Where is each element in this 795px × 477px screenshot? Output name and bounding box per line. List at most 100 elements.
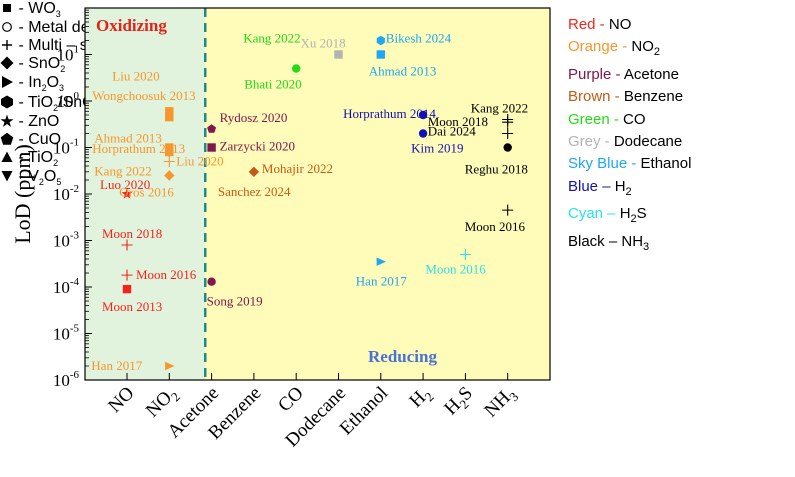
- label-moon-2016: Moon 2016: [425, 261, 486, 276]
- legend-color-orange: Orange - NO2: [568, 38, 660, 59]
- square-icon: [0, 0, 14, 17]
- point-luo-2020: [121, 188, 133, 199]
- legend-color-black: Black – NH3: [568, 232, 650, 253]
- point-liu-2020: [163, 155, 175, 167]
- point-bikesh-2024: [376, 35, 385, 46]
- point-wongchoosuk-2013: [165, 112, 174, 122]
- point-reghu-2018: [503, 143, 512, 152]
- legend-marker-text: - ZnO: [14, 112, 60, 130]
- color-legend: Red - NO Orange - NO2 Purple - Acetone Brow…: [568, 14, 793, 258]
- point-moon-2016: [459, 248, 471, 260]
- legend-color-name: Green -: [568, 110, 624, 128]
- point-zarzycki-2020: [207, 143, 216, 152]
- reducing-label: Reducing: [368, 347, 437, 366]
- label-kang-2022: Kang 2022: [243, 31, 300, 46]
- point-moon-2018: [121, 239, 133, 251]
- label-han-2017: Han 2017: [356, 274, 407, 289]
- legend-marker-triangle-right: - In2O3: [0, 74, 795, 94]
- legend-color-name: Blue –: [568, 177, 615, 195]
- legend-marker-pentagon: - CuO: [0, 131, 795, 149]
- legend-marker-text: - WO3: [14, 0, 61, 20]
- legend-color-name: Grey -: [568, 133, 614, 151]
- point-liu-2020: [165, 107, 174, 116]
- oxidizing-region: [85, 8, 206, 380]
- label-moon-2018: Moon 2018: [428, 114, 488, 129]
- plus-icon: [0, 37, 14, 54]
- label-kang-2022: Kang 2022: [471, 101, 528, 116]
- point-xu-2018: [334, 50, 343, 59]
- legend-gas-name: H: [619, 205, 631, 223]
- legend-color-name: Brown -: [568, 88, 624, 106]
- label-oros-2016: Oros 2016: [119, 184, 174, 199]
- point-song-2019: [207, 277, 216, 286]
- point-moon-2016: [502, 204, 514, 216]
- label-ahmad-2013: Ahmad 2013: [369, 64, 437, 79]
- label-dai-2024: Dai 2024: [428, 124, 477, 139]
- legend-marker-text: - In2O3: [14, 74, 65, 94]
- label-han-2017: Han 2017: [91, 358, 142, 373]
- label-reghu-2018: Reghu 2018: [465, 162, 528, 177]
- legend-color-red: Red - NO: [568, 14, 793, 36]
- label-song-2019: Song 2019: [207, 294, 263, 309]
- pentagon-icon: [0, 131, 14, 148]
- triangle-up-icon: [0, 149, 14, 166]
- y-tick-label: 10-4: [53, 276, 80, 297]
- label-horprathum-2013: Horprathum 2013: [92, 141, 185, 156]
- legend-marker-star: - ZnO: [0, 113, 795, 131]
- label-moon-2016: Moon 2016: [136, 267, 197, 282]
- legend-marker-triangle-up: - TiO2: [0, 149, 795, 168]
- y-tick-label: 10-5: [53, 323, 80, 344]
- x-tick-label-h2: H2: [405, 383, 436, 414]
- y-tick-label: 100: [57, 90, 80, 111]
- y-tick-label: 10-2: [53, 183, 79, 204]
- label-kang-2022: Kang 2022: [94, 163, 151, 178]
- legend-color-name: Red -: [568, 16, 609, 33]
- x-tick-label-nh3: NH3: [480, 383, 521, 424]
- legend-color-name: Orange -: [568, 38, 632, 56]
- label-kim-2019: Kim 2019: [411, 141, 463, 156]
- label-rydosz-2020: Rydosz 2020: [220, 110, 288, 125]
- point-moon-2016: [121, 269, 133, 281]
- legend-color-green: Green - CO: [568, 109, 793, 131]
- label-mohajir-2022: Mohajir 2022: [262, 161, 333, 176]
- point-dai-2024: [502, 128, 514, 140]
- star-icon: [0, 113, 14, 130]
- point-moon-2018: [502, 116, 514, 128]
- legend-color-name: Cyan –: [568, 205, 620, 223]
- legend-color-name: Purple -: [568, 65, 624, 83]
- point-horprathum-2014: [418, 110, 428, 120]
- point-han-2017: [165, 361, 175, 371]
- label-luo-2020: Luo 2020: [100, 177, 150, 192]
- legend-color-name: Black –: [568, 232, 622, 250]
- circle-open-icon: [0, 19, 14, 36]
- triangle-down-icon: [0, 168, 14, 185]
- legend-marker-text: - TiO2: [14, 148, 59, 168]
- point-bhati-2020: [292, 64, 301, 73]
- legend-color-purple: Purple - Acetone: [568, 64, 793, 86]
- label-sanchez-2024: Sanchez 2024: [218, 184, 291, 199]
- legend-gas-name: Dodecane: [613, 133, 683, 151]
- label-wongchoosuk-2013: Wongchoosuk 2013: [92, 88, 195, 103]
- legend-marker-text: - CuO: [14, 130, 62, 148]
- point-moon-2013: [122, 284, 132, 294]
- x-tick-label-h2s: H2S: [440, 383, 479, 422]
- x-tick-label-co: CO: [274, 383, 308, 417]
- y-tick-label: 10-1: [53, 137, 79, 158]
- legend-gas-name: NO: [608, 16, 632, 33]
- legend-gas-name: H: [614, 177, 626, 195]
- legend-color-grey: Grey - Dodecane: [568, 131, 793, 153]
- point-mohajir-2022: [248, 166, 260, 178]
- y-axis-title: LoD (ppm): [10, 144, 35, 244]
- legend-color-brown: Brown - Benzene: [568, 86, 793, 108]
- legend-color-sky-blue: Sky Blue - Ethanol: [568, 153, 793, 175]
- point-han-2017: [376, 257, 386, 266]
- legend-color-name: Sky Blue -: [568, 155, 641, 173]
- reducing-region: [205, 8, 550, 380]
- x-tick-label-ethanol: Ethanol: [336, 383, 393, 440]
- legend-gas-name: Ethanol: [640, 155, 692, 173]
- point-kang-2022: [164, 170, 175, 181]
- legend-marker-square: - WO3: [0, 0, 795, 19]
- point-kim-2019: [418, 129, 428, 138]
- legend-gas-name: NO: [631, 38, 654, 56]
- diamond-icon: [0, 55, 14, 72]
